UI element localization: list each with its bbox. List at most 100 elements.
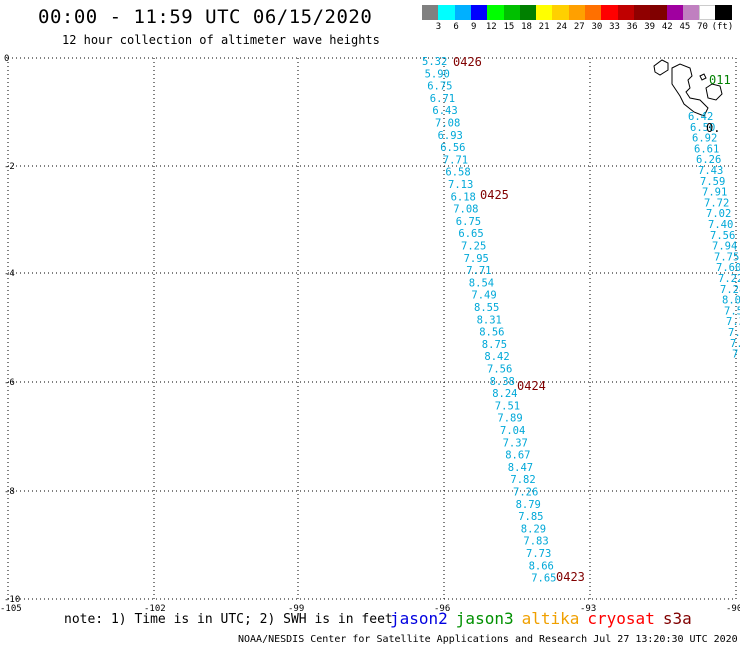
wave-height-value: 7.89 <box>497 413 522 425</box>
wave-height-value: 7.54 <box>732 349 740 361</box>
wave-height-value: 6.75 <box>456 216 481 228</box>
legend-label: 9 <box>470 22 477 32</box>
wave-height-value: 7.75 <box>714 251 739 263</box>
legend-label: 30 <box>591 22 603 32</box>
time-label: 0424 <box>517 379 546 393</box>
wave-height-value: 8.24 <box>492 388 517 400</box>
wave-height-value: 8.31 <box>477 314 502 326</box>
time-label: 011 <box>709 73 731 87</box>
legend-label: 42 <box>661 22 673 32</box>
wave-height-value: 7.72 <box>704 197 729 209</box>
y-tick-label: -6 <box>4 378 15 388</box>
time-label: 0423 <box>556 570 585 584</box>
x-tick-label: -96 <box>434 604 450 614</box>
legend-label: 36 <box>626 22 638 32</box>
legend-label: 27 <box>573 22 585 32</box>
wave-height-value: 8.66 <box>529 560 554 572</box>
legend-label: 15 <box>503 22 515 32</box>
wave-height-value: 7.49 <box>471 290 496 302</box>
x-tick-label: -105 <box>0 604 22 614</box>
wave-height-value: 8.38 <box>490 376 515 388</box>
wave-height-value: 7.40 <box>708 219 733 231</box>
wave-height-value: 8.06 <box>722 295 740 307</box>
legend-swatch <box>601 5 619 20</box>
legend-swatch <box>536 5 554 20</box>
satellite-jason3: jason3 <box>455 609 514 628</box>
legend-swatch <box>519 5 537 20</box>
wave-height-value: 6.58 <box>445 167 470 179</box>
legend-swatch <box>503 5 521 20</box>
wave-height-value: 7.02 <box>706 208 731 220</box>
legend-label: 45 <box>679 22 691 32</box>
satellite-legend: jason2 jason3 altika cryosat s3a <box>390 609 700 628</box>
legend-label: 3 <box>435 22 442 32</box>
legend-label: 18 <box>521 22 532 32</box>
legend-swatch <box>552 5 570 20</box>
y-tick-label: -10 <box>4 595 20 605</box>
y-tick-label: -8 <box>4 487 15 497</box>
legend-label: 6 <box>453 22 459 32</box>
x-tick-label: -93 <box>580 604 596 614</box>
legend-swatch <box>568 5 586 20</box>
time-label: 0. <box>706 121 720 135</box>
wave-height-value: 8.47 <box>508 462 533 474</box>
wave-height-value: 7.94 <box>712 241 737 253</box>
satellite-cryosat: cryosat <box>587 609 655 628</box>
wave-height-value: 5.32 <box>422 56 447 68</box>
wave-height-value: 7.65 <box>531 573 556 585</box>
wave-height-value: 7.22 <box>718 273 740 285</box>
wave-height-value: 7.56 <box>710 230 735 242</box>
wave-height-value: 7.08 <box>435 118 460 130</box>
wave-height-value: 6.56 <box>440 142 465 154</box>
wave-height-value: 5.90 <box>425 68 450 80</box>
chart-title: 00:00 - 11:59 UTC 06/15/2020 <box>38 6 373 28</box>
x-tick-label: -90 <box>726 604 740 614</box>
wave-height-value: 7.13 <box>448 179 473 191</box>
axis-tick-labels: -105 -102 -99 -96 -93 -90 0 -2 -4 -6 -8 -10 <box>0 54 740 614</box>
wave-height-value: 7.95 <box>464 253 489 265</box>
credit-line: NOAA/NESDIS Center for Satellite Applica… <box>238 634 738 645</box>
wave-height-value: 8.55 <box>474 302 499 314</box>
wave-height-value: 6.75 <box>427 81 452 93</box>
wave-height-value: 7.08 <box>453 204 478 216</box>
grid-lines <box>7 57 737 600</box>
y-tick-label: -2 <box>4 162 15 172</box>
time-label: 0426 <box>453 55 482 69</box>
legend-swatch <box>650 5 668 20</box>
legend-label: 33 <box>609 22 620 32</box>
wave-height-value: 6.71 <box>430 93 455 105</box>
footnote: note: 1) Time is in UTC; 2) SWH is in fe… <box>64 612 393 627</box>
wave-height-value: 8.54 <box>469 277 494 289</box>
legend-label: 70 <box>697 22 708 32</box>
wave-height-value: 7.91 <box>702 187 727 199</box>
wave-height-value: 6.18 <box>451 191 476 203</box>
wave-height-value: 7.60 <box>716 262 740 274</box>
wave-height-value: 7.37 <box>503 437 528 449</box>
wave-height-value: 8.75 <box>482 339 507 351</box>
legend-swatch <box>438 5 456 20</box>
legend-label: 12 <box>485 22 497 32</box>
wave-height-value: 7.85 <box>518 511 543 523</box>
galapagos-islands <box>653 59 723 117</box>
wave-height-value: 6.42 <box>688 111 713 123</box>
altimeter-track-right: 6.426.506.926.616.267.437.597.917.727.02… <box>688 73 740 361</box>
wave-height-value: 6.26 <box>696 154 721 166</box>
legend-swatch <box>585 5 602 20</box>
wave-height-value: 7.83 <box>523 536 548 548</box>
wave-height-value: 8.79 <box>516 499 541 511</box>
wave-height-value: 7.59 <box>700 176 725 188</box>
wave-height-value: 7.25 <box>461 241 486 253</box>
chart-subtitle: 12 hour collection of altimeter wave hei… <box>62 33 380 47</box>
wave-height-value: 8.42 <box>484 351 509 363</box>
legend-label: 24 <box>556 22 568 32</box>
wave-height-value: 7.71 <box>443 154 468 166</box>
wave-height-value: 7.54 <box>724 305 740 317</box>
legend-swatch <box>666 5 684 20</box>
legend-swatch <box>699 5 717 20</box>
wave-height-value: 7.28 <box>720 284 740 296</box>
legend-label: 39 <box>644 22 656 32</box>
x-tick-label: -102 <box>144 604 166 614</box>
wave-height-value: 6.50 <box>690 122 715 134</box>
wave-height-value: 8.29 <box>521 523 546 535</box>
